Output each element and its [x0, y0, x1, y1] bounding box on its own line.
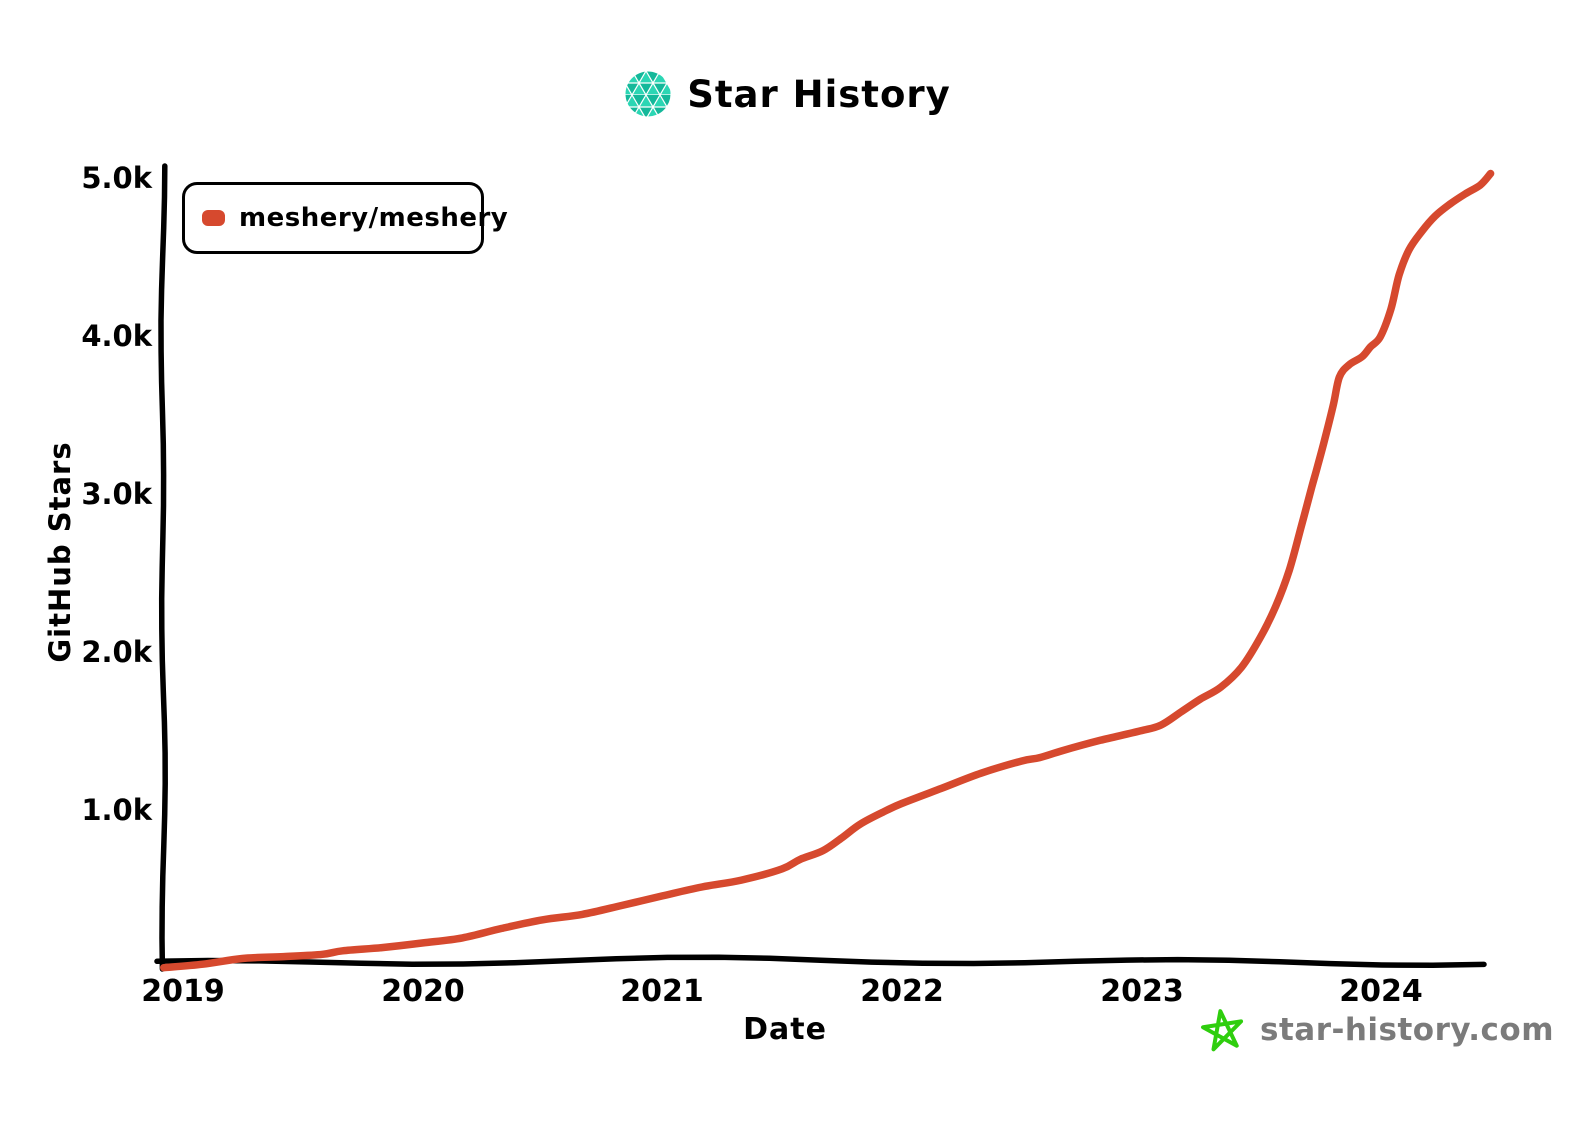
footer: star-history.com: [1200, 1006, 1554, 1054]
y-tick-label-4k: 4.0k: [81, 319, 152, 353]
x-tick-label-2022: 2022: [860, 974, 944, 1009]
series-line-meshery: [160, 169, 1495, 972]
x-tick-label-2020: 2020: [381, 974, 465, 1009]
hand-drawn-star-icon: [1201, 1009, 1244, 1052]
series-swatch-icon: [202, 210, 225, 226]
y-tick-label-3k: 3.0k: [81, 477, 152, 511]
y-axis-line: [158, 163, 168, 972]
legend: meshery/meshery: [182, 182, 508, 254]
x-tick-label-2021: 2021: [620, 974, 704, 1009]
y-tick-label-5k: 5.0k: [81, 161, 152, 195]
header: Star History: [0, 62, 1576, 126]
x-axis-line: [154, 954, 1487, 969]
x-tick-label-2023: 2023: [1100, 974, 1184, 1009]
x-tick-label-2024: 2024: [1339, 974, 1423, 1009]
legend-item-meshery[interactable]: meshery/meshery: [239, 203, 509, 233]
x-axis-title: Date: [743, 1012, 827, 1047]
y-tick-label-2k: 2.0k: [81, 635, 152, 669]
page-title: Star History: [687, 72, 951, 116]
footer-site-link[interactable]: star-history.com: [1260, 1012, 1555, 1048]
y-tick-label-1k: 1.0k: [81, 793, 152, 827]
star-history-logo-icon: [625, 71, 671, 117]
x-tick-label-2019: 2019: [141, 974, 225, 1009]
